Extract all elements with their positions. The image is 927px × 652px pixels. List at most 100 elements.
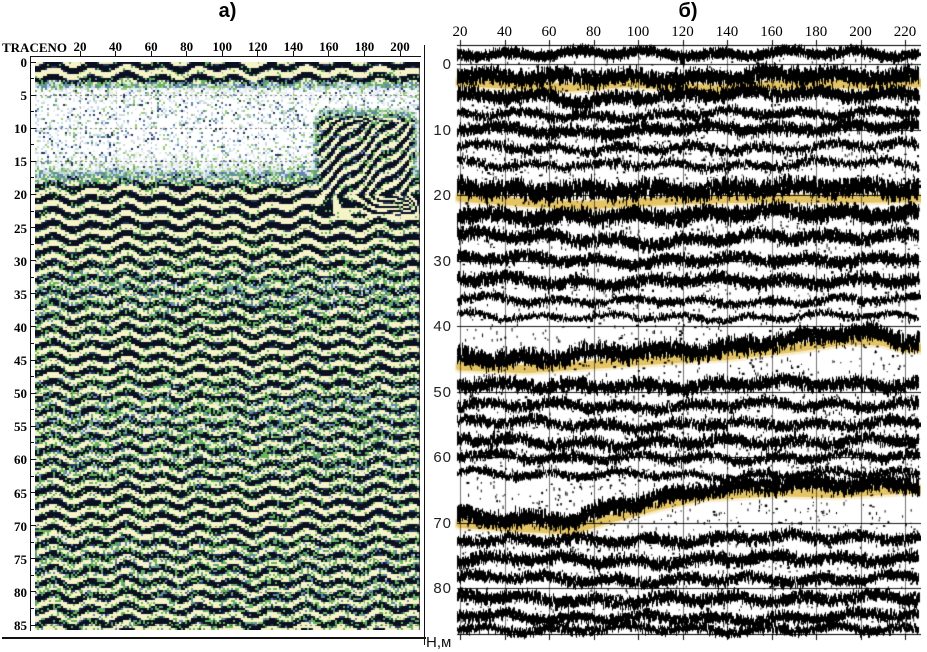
wiggle-canvas-panel-b bbox=[455, 38, 921, 648]
panel-a-depth-axis-line bbox=[30, 56, 31, 631]
panel-a-x-tick-label: 160 bbox=[319, 39, 339, 54]
panel-a-x-tick-mark bbox=[186, 51, 188, 56]
panel-b-x-tick-label: 60 bbox=[541, 24, 557, 40]
panel-a-x-axis-label: TRACENO bbox=[2, 40, 68, 55]
panel-a-y-minor-tick-mark bbox=[31, 541, 34, 543]
panel-a-y-tick-label: 55 bbox=[14, 419, 27, 435]
panel-a-x-tick-label: 140 bbox=[283, 39, 304, 54]
panel-a-y-tick-mark bbox=[31, 193, 36, 195]
panel-a-x-tick-mark bbox=[257, 51, 259, 56]
panel-a-y-minor-tick-mark bbox=[31, 144, 34, 146]
panel-a-y-minor-tick-mark bbox=[31, 475, 34, 477]
panel-b-y-tick-label: 80 bbox=[433, 580, 452, 597]
panel-a-y-tick-mark bbox=[31, 227, 36, 229]
panel-a-y-tick-mark bbox=[31, 525, 36, 527]
panel-b-x-tick-label: 80 bbox=[586, 24, 602, 40]
panel-a-y-tick-label: 80 bbox=[14, 584, 27, 600]
panel-a-y-tick-mark bbox=[31, 558, 36, 560]
panel-a-y-tick-mark bbox=[31, 127, 36, 129]
panel-a-x-tick-mark bbox=[292, 51, 294, 56]
panel-b-x-tick-label: 40 bbox=[497, 24, 512, 40]
panel-a-x-tick-mark bbox=[79, 51, 81, 56]
panel-b-y-tick-label: 20 bbox=[433, 187, 452, 204]
panel-a-bottom-border-line bbox=[2, 637, 426, 639]
panel-a-y-tick-label: 45 bbox=[14, 353, 27, 369]
panel-a-y-minor-tick-mark bbox=[31, 376, 34, 378]
panel-a-y-tick-label: 15 bbox=[14, 154, 27, 170]
panel-a-x-tick-label: 40 bbox=[109, 39, 123, 54]
panel-b-x-tick-label: 120 bbox=[671, 24, 694, 40]
panel-b-x-tick-label: 220 bbox=[893, 24, 917, 40]
panel-a-x-tick-label: 120 bbox=[248, 39, 268, 54]
panel-a-y-tick-mark bbox=[31, 326, 36, 328]
panel-a-y-minor-tick-mark bbox=[31, 309, 34, 311]
panel-a-x-tick-label: 100 bbox=[212, 39, 232, 54]
panel-a-y-tick-label: 65 bbox=[14, 485, 27, 501]
panel-b-x-tick-label: 160 bbox=[760, 24, 783, 40]
panel-b-y-tick-label: 50 bbox=[433, 383, 452, 401]
panel-a-y-minor-tick-mark bbox=[31, 409, 34, 411]
panel-a-y-tick-label: 60 bbox=[14, 452, 27, 468]
panel-a-x-tick-label: 80 bbox=[180, 39, 194, 54]
panel-a-y-tick-label: 0 bbox=[20, 55, 28, 70]
panel-a-y-minor-tick-mark bbox=[31, 607, 34, 609]
panel-b-y-tick-label: 70 bbox=[433, 514, 452, 532]
radargram-canvas-panel-a bbox=[35, 62, 420, 630]
panel-a-y-tick-label: 10 bbox=[14, 121, 27, 137]
panel-b-depth-unit-label: Н,м bbox=[426, 634, 452, 651]
panel-b-x-tick-label: 200 bbox=[849, 24, 872, 40]
panel-a-y-tick-mark bbox=[31, 94, 36, 96]
panel-a-x-tick-label: 20 bbox=[73, 39, 87, 54]
panel-a-y-tick-mark bbox=[31, 293, 36, 295]
panel-b-x-tick-label: 100 bbox=[626, 24, 650, 40]
panel-a-top-axis-line bbox=[30, 56, 421, 57]
panel-b-left-frame-line bbox=[424, 45, 425, 645]
panel-a-y-tick-mark bbox=[31, 458, 36, 460]
panel-a-y-tick-label: 70 bbox=[14, 518, 27, 534]
panel-a-y-tick-mark bbox=[31, 425, 36, 427]
panel-a-y-tick-label: 50 bbox=[14, 386, 27, 402]
panel-b-x-tick-label: 180 bbox=[804, 24, 828, 40]
panel-a-y-tick-label: 85 bbox=[14, 618, 27, 634]
panel-a-x-tick-mark bbox=[115, 51, 117, 56]
panel-a-x-tick-mark bbox=[363, 51, 365, 56]
panel-a-x-tick-mark bbox=[399, 51, 401, 56]
panel-a-x-tick-mark bbox=[328, 51, 330, 56]
panel-a-y-tick-label: 20 bbox=[14, 187, 27, 203]
panel-b-x-tick-label: 140 bbox=[715, 24, 739, 40]
panel-a-y-minor-tick-mark bbox=[31, 177, 34, 179]
panel-b-y-tick-label: 10 bbox=[433, 121, 452, 139]
panel-b-y-tick-label: 60 bbox=[433, 449, 452, 466]
panel-a-y-tick-label: 30 bbox=[14, 253, 27, 269]
panel-b-y-tick-label: 0 bbox=[442, 56, 452, 73]
panel-a-y-minor-tick-mark bbox=[31, 574, 34, 576]
panel-a-y-tick-mark bbox=[31, 359, 36, 361]
panel-a-y-tick-label: 75 bbox=[14, 551, 27, 567]
panel-a-y-tick-mark bbox=[31, 591, 36, 593]
panel-b-x-tick-label: 20 bbox=[452, 24, 468, 40]
panel-a-y-minor-tick-mark bbox=[31, 210, 34, 212]
panel-a-y-tick-label: 5 bbox=[20, 88, 28, 104]
panel-a-x-tick-label: 60 bbox=[144, 39, 158, 54]
panel-b-title: б) bbox=[678, 0, 698, 22]
panel-a-y-minor-tick-mark bbox=[31, 276, 34, 278]
panel-a-y-minor-tick-mark bbox=[31, 508, 34, 510]
panel-a-y-tick-mark bbox=[31, 624, 36, 626]
panel-a-y-tick-mark bbox=[31, 61, 36, 63]
panel-a-y-minor-tick-mark bbox=[31, 111, 34, 113]
panel-a-y-tick-label: 35 bbox=[14, 286, 27, 302]
panel-a-y-tick-mark bbox=[31, 160, 36, 162]
panel-b-y-tick-label: 30 bbox=[433, 252, 452, 270]
panel-a-y-tick-mark bbox=[31, 392, 36, 394]
panel-a-y-tick-label: 25 bbox=[14, 220, 27, 236]
panel-a-y-tick-mark bbox=[31, 492, 36, 494]
panel-a-y-minor-tick-mark bbox=[31, 442, 34, 444]
panel-a-x-tick-label: 180 bbox=[354, 39, 375, 54]
panel-a-x-tick-mark bbox=[150, 51, 152, 56]
panel-a-title: а) bbox=[218, 0, 237, 22]
panel-a-y-tick-mark bbox=[31, 260, 36, 262]
panel-a-x-tick-label: 200 bbox=[390, 39, 410, 54]
panel-a-y-minor-tick-mark bbox=[31, 78, 34, 80]
panel-a-y-minor-tick-mark bbox=[31, 243, 34, 245]
